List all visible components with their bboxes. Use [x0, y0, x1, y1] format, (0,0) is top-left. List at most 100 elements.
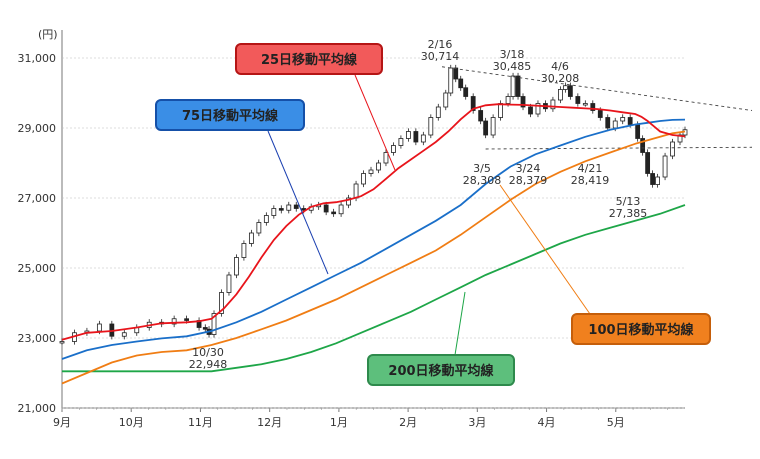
- candle-body: [550, 99, 556, 110]
- annotation-date: 3/18: [500, 48, 525, 61]
- candle-body: [655, 176, 660, 185]
- candle-body: [453, 67, 459, 80]
- y-axis-unit-label: (円): [38, 28, 58, 41]
- x-axis-ticks: 9月 10月 11月 12月 1月 2月 3月 4月 5月: [53, 408, 668, 429]
- x-tick-label: 11月: [188, 416, 213, 429]
- annotation-value: 30,485: [493, 60, 532, 73]
- candle-body: [391, 145, 396, 153]
- y-tick-label: 25,000: [18, 262, 57, 275]
- candle-body: [353, 183, 359, 199]
- x-tick-label: 9月: [53, 416, 71, 429]
- candle-body: [612, 120, 618, 129]
- candle-body: [241, 243, 247, 258]
- candle-body: [558, 89, 563, 101]
- annotation-date: 4/21: [578, 162, 603, 175]
- candle-body: [458, 78, 464, 89]
- y-tick-label: 29,000: [18, 122, 57, 135]
- annotation-value: 22,948: [189, 358, 228, 371]
- ma25-pointer-line: [354, 74, 396, 171]
- candle-body: [590, 103, 596, 111]
- resistance-trend-line: [441, 66, 753, 111]
- candle-body: [515, 75, 521, 97]
- annotation-date: 10/30: [192, 346, 224, 359]
- candle-body: [405, 131, 411, 139]
- moving-average-lines: [61, 103, 686, 385]
- y-axis-ticks: 21,000 23,000 25,000 27,000 29,000 31,000: [18, 52, 57, 415]
- candle-body: [582, 103, 588, 106]
- candle-body: [597, 110, 603, 118]
- ma100-label-box: [571, 313, 711, 345]
- candle-body: [620, 117, 626, 122]
- candle-body: [346, 197, 351, 206]
- candle-body: [211, 313, 217, 335]
- candle-body: [498, 103, 503, 118]
- candle-body: [470, 96, 476, 111]
- candle-body: [567, 85, 573, 97]
- candle-body: [226, 274, 232, 293]
- candle-body: [520, 96, 526, 108]
- y-tick-label: 31,000: [18, 52, 57, 65]
- x-tick-label: 1月: [330, 416, 348, 429]
- x-tick-label: 2月: [399, 416, 417, 429]
- annotation-value: 30,714: [421, 50, 460, 63]
- candle-body: [323, 204, 329, 213]
- ma200-line: [62, 204, 686, 373]
- candle-body: [383, 152, 389, 164]
- candle-body: [428, 117, 434, 136]
- ma75-label-box: [155, 99, 305, 131]
- candle-body: [443, 92, 449, 108]
- trend-lines: [441, 66, 753, 150]
- annotation-date: 2/16: [428, 38, 453, 51]
- candle-body: [171, 318, 177, 325]
- candle-body: [234, 257, 239, 276]
- candle-body: [510, 75, 516, 97]
- candle-body: [650, 173, 656, 185]
- candle-body: [293, 204, 299, 209]
- annotation-value: 28,419: [571, 174, 610, 187]
- x-tick-label: 10月: [119, 416, 144, 429]
- candle-body: [535, 103, 541, 115]
- annotation-value: 28,308: [463, 174, 502, 187]
- candle-body: [448, 67, 454, 94]
- candle-body: [528, 106, 533, 115]
- candle-body: [219, 292, 224, 314]
- ma200-pointer-line: [454, 291, 466, 356]
- annotation-date: 3/5: [473, 162, 491, 175]
- x-tick-label: 12月: [257, 416, 282, 429]
- candle-body: [670, 141, 675, 157]
- candle-body: [420, 134, 426, 143]
- support-trend-line: [485, 146, 753, 150]
- ma75-line: [61, 118, 686, 360]
- candle-body: [398, 138, 404, 146]
- candle-body: [331, 211, 337, 215]
- x-tick-label: 3月: [468, 416, 486, 429]
- ma100-label: 100日移動平均線: [588, 322, 694, 338]
- candle-body: [121, 332, 127, 337]
- candle-body: [575, 96, 581, 104]
- candle-body: [202, 327, 208, 330]
- ma25-label-box: [235, 43, 383, 75]
- y-tick-label: 23,000: [18, 332, 57, 345]
- candle-body: [483, 120, 489, 136]
- candle-body: [478, 110, 484, 122]
- y-tick-label: 27,000: [18, 192, 57, 205]
- candle-body: [368, 169, 374, 174]
- candle-body: [413, 131, 419, 143]
- x-tick-label: 4月: [538, 416, 556, 429]
- ma200-label-box: [367, 354, 515, 386]
- candle-body: [562, 85, 568, 90]
- candle-body: [248, 232, 254, 244]
- candle-body: [96, 323, 102, 332]
- candle-body: [59, 341, 65, 344]
- ma200-label: 200日移動平均線: [388, 363, 494, 379]
- ma100-pointer-line: [499, 184, 591, 315]
- ma100-line: [61, 130, 686, 385]
- ma75-pointer-line: [267, 130, 329, 275]
- candle-body: [635, 124, 641, 139]
- series-labels: 25日移動平均線 75日移動平均線 100日移動平均線 200日移動平均線: [155, 43, 711, 386]
- annotation-value: 30,208: [541, 72, 580, 85]
- annotation-date: 3/24: [516, 162, 541, 175]
- candle-body: [184, 318, 190, 321]
